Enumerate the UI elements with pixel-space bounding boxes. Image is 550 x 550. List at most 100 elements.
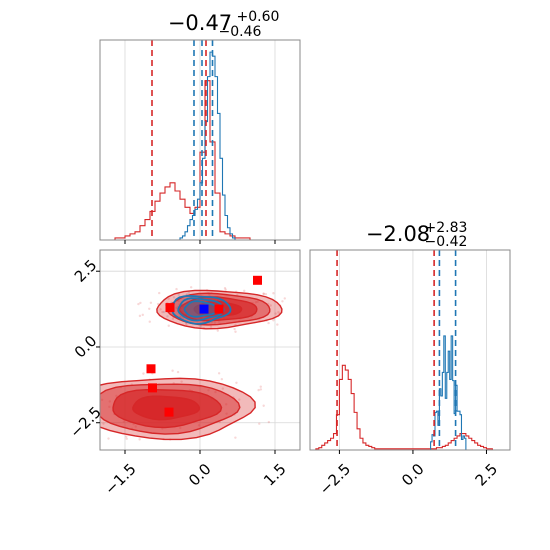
scatter-point [87, 396, 89, 398]
scatter-point [262, 292, 266, 296]
scatter-point [264, 292, 268, 296]
scatter-point [142, 372, 145, 375]
scatter-point [274, 312, 277, 315]
scatter-point [138, 438, 141, 441]
marker-square [146, 364, 156, 374]
scatter-point [217, 372, 221, 375]
scatter-point [167, 297, 170, 300]
marker-square [164, 407, 174, 417]
scatter-point [177, 293, 180, 296]
scatter-point [262, 292, 265, 295]
scatter-point [125, 435, 128, 438]
scatter-point [77, 405, 79, 407]
scatter-point [62, 396, 64, 398]
frame-bottom-right [309, 249, 511, 451]
scatter-point [267, 321, 270, 325]
scatter-point [171, 317, 175, 320]
scatter-point [224, 288, 227, 291]
histograms-bottom-right [310, 335, 510, 450]
panel-top-left: −0.47 +0.60 −0.46 [99, 9, 301, 244]
title-bottom-right-sub: −0.42 [425, 234, 468, 250]
scatter-point [258, 318, 261, 322]
scatter-point [259, 385, 262, 388]
scatter-point [267, 420, 271, 424]
scatter-point [257, 388, 260, 392]
scatter-point [161, 310, 164, 314]
scatter-point [276, 323, 279, 326]
scatter-point [88, 392, 90, 394]
x-tick-label: 1.5 [260, 460, 290, 490]
ticks-top-left [124, 240, 276, 244]
contours-bottom-left [100, 289, 283, 441]
scatter-point [259, 388, 263, 391]
title-top-left: −0.47 [168, 11, 232, 35]
title-bottom-right-sup: +2.83 [425, 220, 468, 236]
scatter-point [221, 387, 225, 390]
quantile-lines-top-left [151, 40, 214, 240]
scatter-point [172, 296, 176, 299]
title-top-left-main: −0.47 [168, 11, 232, 35]
scatter-point [148, 320, 151, 323]
scatter-point [281, 300, 284, 303]
grid-bottom-right [339, 250, 487, 450]
panel-bottom-right: −2.5 0.0 2.5 −2.08 +2.83 −0.42 [309, 220, 511, 499]
x-tick-label: 0.0 [398, 460, 428, 490]
scatter-point [162, 310, 166, 314]
scatter-point [216, 329, 219, 332]
scatter-point [88, 398, 90, 400]
title-top-left-sub: −0.46 [219, 24, 262, 40]
scatter-point [277, 311, 280, 314]
scatter-point [171, 369, 174, 372]
histogram-red-series [100, 80, 300, 240]
scatter-point [86, 396, 88, 398]
scatter-point [283, 297, 286, 300]
scatter-point [107, 437, 110, 440]
scatter-point [102, 422, 105, 425]
scatter-point [125, 437, 128, 440]
marker-square [199, 304, 209, 314]
scatter-point [272, 319, 275, 322]
grid-top-left [124, 40, 276, 240]
scatter-point [139, 301, 142, 305]
histogram-blue-series [310, 335, 510, 450]
scatter-point [180, 380, 183, 383]
scatter-point [175, 287, 178, 291]
y-tick-label: 0.0 [71, 332, 101, 362]
marker-square [148, 383, 157, 393]
scatter-point [138, 314, 142, 318]
title-top-left-sup: +0.60 [237, 9, 280, 25]
scatter-point [158, 291, 161, 295]
scatter-point [220, 377, 224, 381]
scatter-point [149, 301, 153, 304]
x-tick-label: 0.0 [185, 460, 215, 490]
histograms-top-left [100, 51, 300, 240]
scatter-point [243, 289, 246, 293]
scatter-point [189, 286, 193, 289]
scatter-point [187, 291, 191, 294]
scatter-point [269, 304, 272, 307]
panel-bottom-left: −1.5 0.0 1.5−2.50.02.5 [62, 249, 301, 499]
scatter-point [234, 436, 237, 439]
marker-square [253, 275, 262, 285]
scatter-point [167, 324, 170, 327]
scatter-point [97, 406, 99, 408]
scatter-point [141, 313, 144, 317]
scatter-point [238, 398, 241, 401]
scatter-point [156, 302, 160, 306]
title-bottom-right: −2.08 [366, 222, 430, 246]
title-bottom-right-main: −2.08 [366, 222, 430, 246]
x-tick-label: −1.5 [101, 460, 139, 498]
histogram-blue-series [100, 51, 300, 240]
scatter-point [235, 381, 238, 385]
markers-bottom-left [146, 275, 262, 417]
y-tick-label: 2.5 [71, 256, 101, 286]
scatter-point [87, 403, 89, 405]
scatter-point [262, 404, 265, 407]
scatter-point [258, 422, 261, 425]
scatter-point [63, 415, 65, 417]
scatter-point [137, 302, 140, 306]
ticks-bottom-right: −2.5 0.0 2.5 [316, 450, 501, 499]
marker-square [214, 304, 224, 314]
scatter-point [159, 308, 162, 311]
